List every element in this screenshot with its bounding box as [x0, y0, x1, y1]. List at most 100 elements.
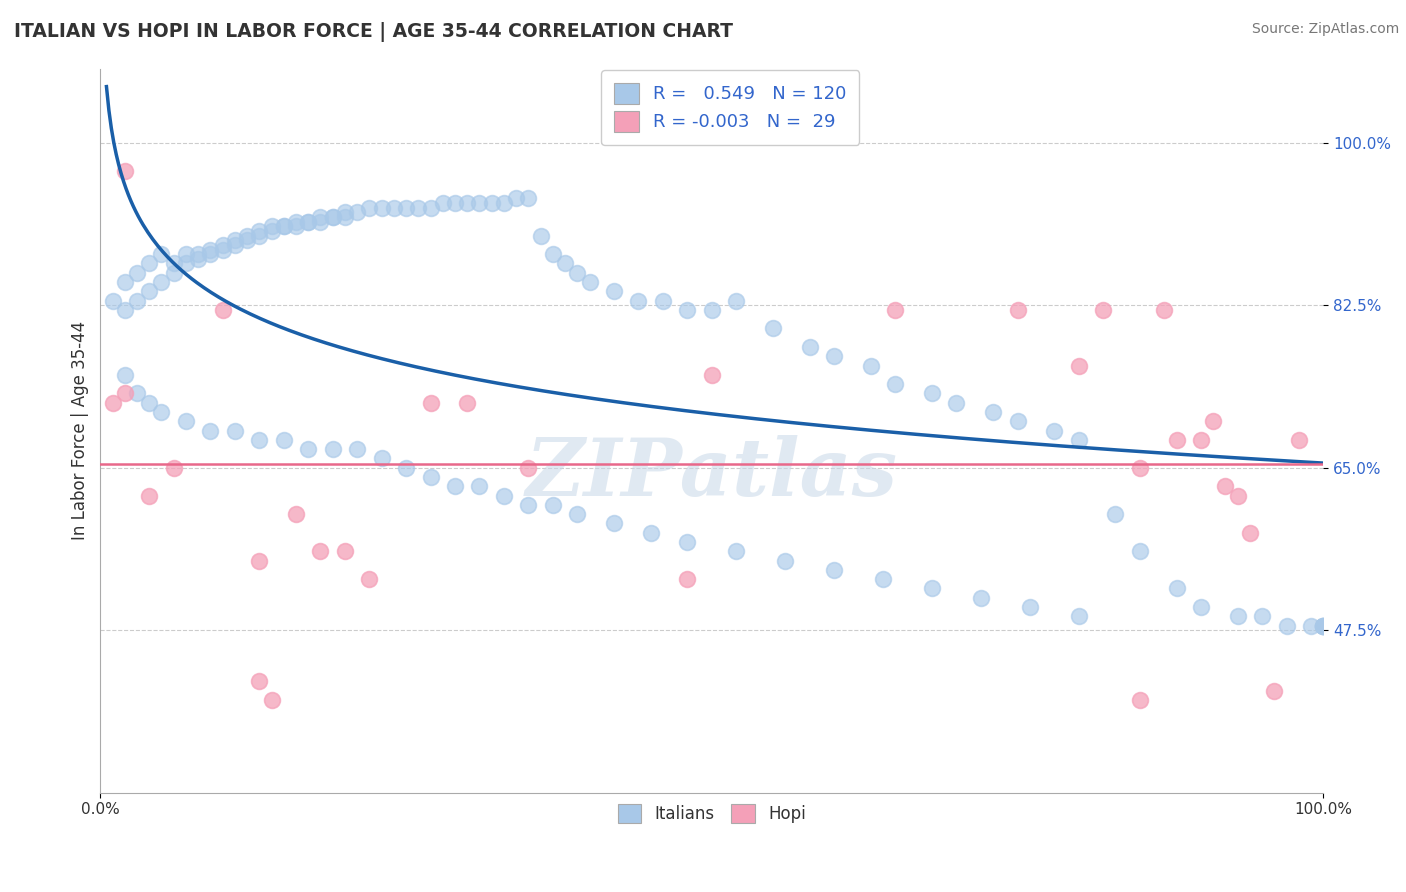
Point [1312, 618, 1334, 632]
Point [333, 210, 356, 224]
Point [346, 205, 368, 219]
Point [1018, 599, 1040, 614]
Point [359, 572, 381, 586]
Point [859, 359, 882, 373]
Point [101, 395, 124, 409]
Point [1104, 507, 1126, 521]
Point [285, 215, 308, 229]
Point [603, 516, 626, 531]
Point [1007, 302, 1029, 317]
Point [419, 201, 441, 215]
Point [285, 507, 308, 521]
Point [1067, 433, 1090, 447]
Point [481, 196, 503, 211]
Point [505, 192, 527, 206]
Point [211, 243, 233, 257]
Point [138, 489, 160, 503]
Point [260, 219, 283, 234]
Point [419, 395, 441, 409]
Point [211, 238, 233, 252]
Point [1067, 609, 1090, 624]
Point [101, 293, 124, 308]
Point [297, 215, 319, 229]
Y-axis label: In Labor Force | Age 35-44: In Labor Force | Age 35-44 [72, 321, 89, 541]
Point [1202, 414, 1225, 428]
Point [200, 247, 222, 261]
Point [322, 210, 344, 224]
Point [395, 201, 418, 215]
Point [1129, 460, 1152, 475]
Point [676, 302, 699, 317]
Point [725, 293, 748, 308]
Point [114, 386, 136, 401]
Point [1166, 582, 1188, 596]
Point [492, 489, 515, 503]
Point [700, 368, 723, 382]
Point [322, 210, 344, 224]
Point [1043, 424, 1066, 438]
Point [541, 498, 564, 512]
Point [125, 293, 148, 308]
Point [444, 479, 467, 493]
Point [163, 256, 186, 270]
Point [247, 674, 270, 689]
Point [273, 219, 295, 234]
Point [1215, 479, 1237, 493]
Point [1153, 302, 1175, 317]
Point [640, 525, 662, 540]
Point [676, 572, 699, 586]
Point [945, 395, 967, 409]
Point [138, 285, 160, 299]
Point [921, 386, 943, 401]
Point [1312, 618, 1334, 632]
Point [211, 302, 233, 317]
Point [823, 349, 845, 363]
Point [468, 479, 491, 493]
Point [444, 196, 467, 211]
Point [921, 582, 943, 596]
Point [224, 424, 246, 438]
Point [567, 266, 589, 280]
Text: ITALIAN VS HOPI IN LABOR FORCE | AGE 35-44 CORRELATION CHART: ITALIAN VS HOPI IN LABOR FORCE | AGE 35-… [14, 22, 733, 42]
Point [224, 233, 246, 247]
Point [273, 433, 295, 447]
Point [1251, 609, 1274, 624]
Point [456, 395, 478, 409]
Point [309, 544, 332, 558]
Point [174, 414, 197, 428]
Point [359, 201, 381, 215]
Point [1312, 618, 1334, 632]
Point [150, 275, 173, 289]
Point [1007, 414, 1029, 428]
Point [627, 293, 650, 308]
Point [1166, 433, 1188, 447]
Point [395, 460, 418, 475]
Point [408, 201, 430, 215]
Point [247, 228, 270, 243]
Point [970, 591, 993, 605]
Point [1189, 599, 1212, 614]
Point [138, 395, 160, 409]
Text: Source: ZipAtlas.com: Source: ZipAtlas.com [1251, 22, 1399, 37]
Point [578, 275, 600, 289]
Point [554, 256, 576, 270]
Point [247, 433, 270, 447]
Point [872, 572, 894, 586]
Point [382, 201, 405, 215]
Point [1239, 525, 1261, 540]
Point [456, 196, 478, 211]
Point [432, 196, 454, 211]
Point [651, 293, 673, 308]
Point [517, 192, 540, 206]
Point [1129, 693, 1152, 707]
Point [1092, 302, 1115, 317]
Point [1312, 618, 1334, 632]
Point [884, 302, 907, 317]
Point [174, 256, 197, 270]
Point [273, 219, 295, 234]
Point [725, 544, 748, 558]
Point [823, 563, 845, 577]
Point [247, 553, 270, 567]
Point [603, 285, 626, 299]
Point [200, 243, 222, 257]
